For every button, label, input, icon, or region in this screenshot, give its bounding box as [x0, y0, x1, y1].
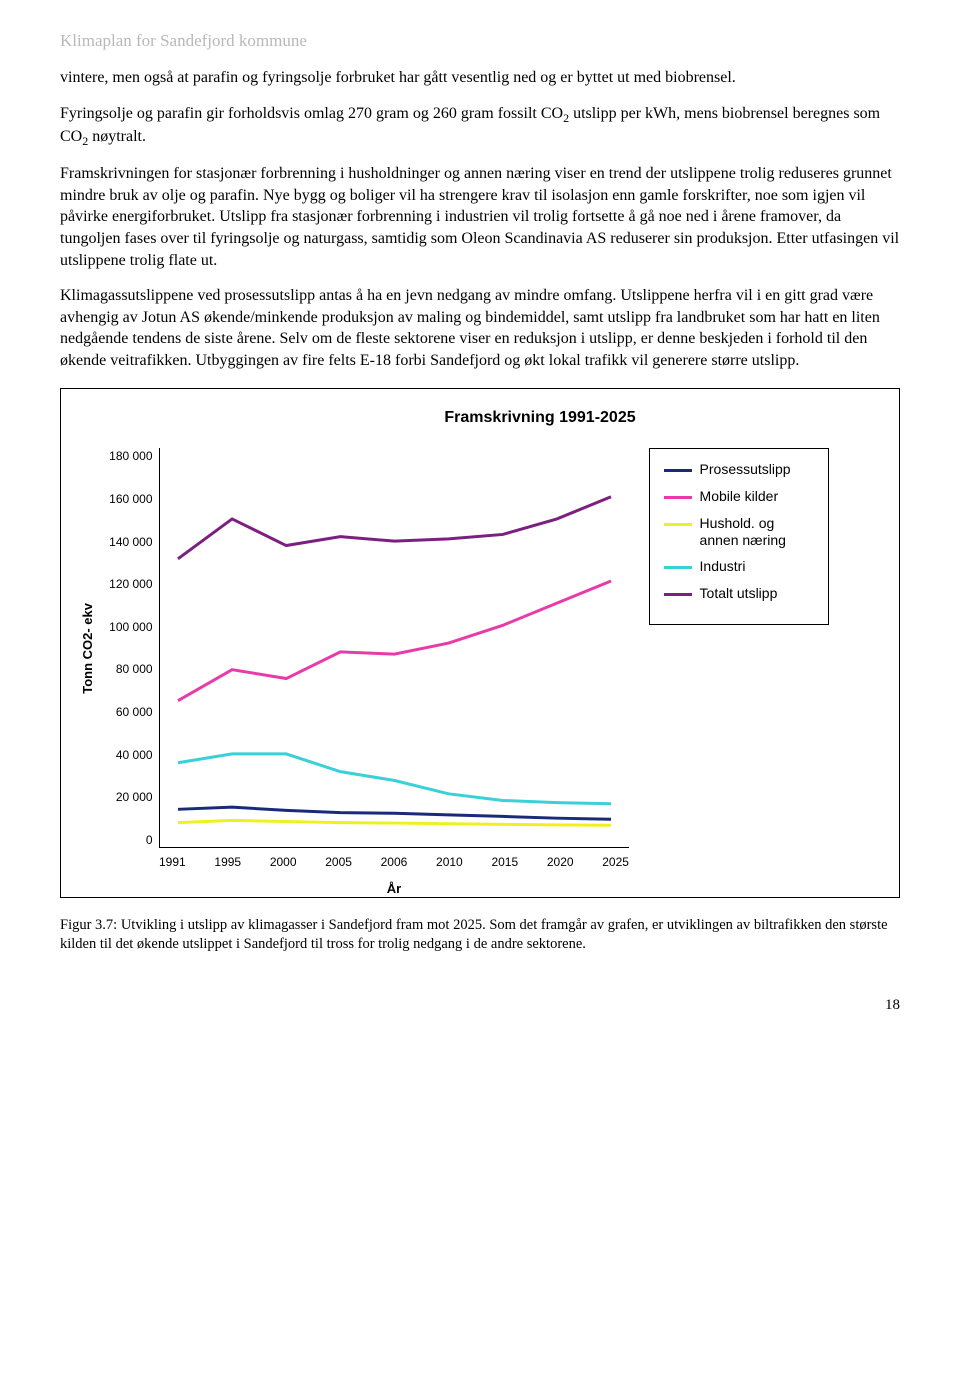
y-tick: 120 000 — [101, 576, 153, 592]
series-prosessutslipp — [178, 807, 611, 819]
y-tick: 80 000 — [101, 661, 153, 677]
p2-part3: nøytralt. — [88, 128, 146, 145]
x-tick: 2006 — [381, 854, 408, 870]
y-tick: 0 — [101, 832, 153, 848]
y-tick: 100 000 — [101, 619, 153, 635]
legend-label: Totalt utslipp — [700, 585, 778, 602]
legend-item: Totalt utslipp — [664, 585, 814, 602]
x-ticks: 1991 1995 2000 2005 2006 2010 2015 2020 2025 — [159, 854, 629, 870]
figure-caption: Figur 3.7: Utvikling i utslipp av klimag… — [60, 916, 900, 955]
legend-label: Prosessutslipp — [700, 461, 791, 478]
y-tick: 60 000 — [101, 704, 153, 720]
page-header: Klimaplan for Sandefjord kommune — [60, 30, 900, 53]
legend-item: Prosessutslipp — [664, 461, 814, 478]
page-number: 18 — [60, 995, 900, 1015]
paragraph-4: Klimagassutslippene ved prosessutslipp a… — [60, 285, 900, 371]
y-tick: 20 000 — [101, 789, 153, 805]
y-tick: 160 000 — [101, 491, 153, 507]
legend-label: Hushold. og annen næring — [700, 515, 814, 549]
legend: Prosessutslipp Mobile kilder Hushold. og a… — [649, 448, 829, 625]
x-tick: 2000 — [270, 854, 297, 870]
chart-title: Framskrivning 1991-2025 — [199, 407, 881, 429]
legend-item: Hushold. og annen næring — [664, 515, 814, 549]
y-axis-label: Tonn CO2- ekv — [79, 603, 97, 694]
x-tick: 1991 — [159, 854, 186, 870]
series-industri — [178, 754, 611, 804]
legend-swatch — [664, 566, 692, 569]
paragraph-3: Framskrivningen for stasjonær forbrennin… — [60, 163, 900, 271]
series-hushold — [178, 821, 611, 826]
legend-swatch — [664, 593, 692, 596]
plot-area — [159, 448, 629, 848]
legend-item: Industri — [664, 558, 814, 575]
legend-item: Mobile kilder — [664, 488, 814, 505]
legend-swatch — [664, 496, 692, 499]
series-mobile — [178, 581, 611, 701]
paragraph-2: Fyringsolje og parafin gir forholdsvis o… — [60, 103, 900, 150]
x-axis-label: År — [159, 880, 629, 898]
x-tick: 2005 — [325, 854, 352, 870]
legend-label: Mobile kilder — [700, 488, 779, 505]
legend-swatch — [664, 523, 692, 526]
y-tick: 40 000 — [101, 747, 153, 763]
x-tick: 2010 — [436, 854, 463, 870]
p2-part1: Fyringsolje og parafin gir forholdsvis o… — [60, 105, 563, 122]
y-tick: 140 000 — [101, 534, 153, 550]
x-tick: 2025 — [602, 854, 629, 870]
x-tick: 2020 — [547, 854, 574, 870]
y-tick: 180 000 — [101, 448, 153, 464]
chart-container: Framskrivning 1991-2025 Tonn CO2- ekv 18… — [60, 388, 900, 898]
chart-svg — [160, 448, 629, 847]
chart-body: Tonn CO2- ekv 180 000 160 000 140 000 120 0… — [79, 448, 881, 848]
legend-label: Industri — [700, 558, 746, 575]
x-tick: 1995 — [214, 854, 241, 870]
y-ticks: 180 000 160 000 140 000 120 000 100 000 80 00… — [101, 448, 159, 848]
paragraph-1: vintere, men også at parafin og fyringso… — [60, 67, 900, 89]
series-totalt — [178, 497, 611, 559]
legend-swatch — [664, 469, 692, 472]
x-tick: 2015 — [491, 854, 518, 870]
